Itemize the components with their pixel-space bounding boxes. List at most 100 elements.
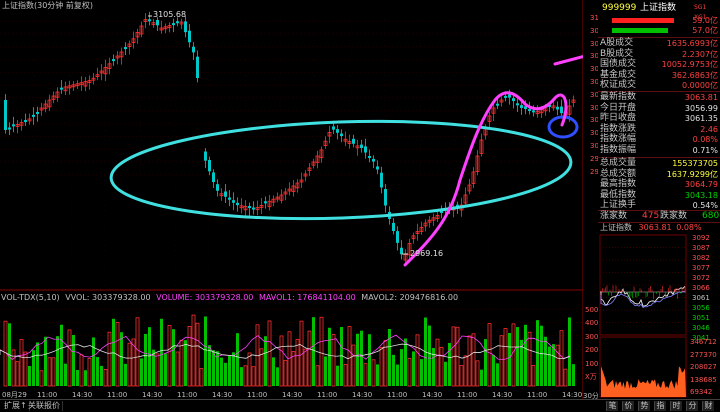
volume-bar bbox=[448, 342, 451, 386]
volume-bar bbox=[511, 323, 516, 387]
up-count: 475 bbox=[642, 211, 660, 221]
candle-body bbox=[491, 107, 496, 114]
candle-body bbox=[512, 98, 515, 102]
volume-bar bbox=[232, 352, 235, 386]
candle-body bbox=[51, 95, 56, 100]
candle-body bbox=[236, 202, 239, 206]
time-axis-label: 14:30 bbox=[492, 391, 513, 399]
panel-switch-button[interactable]: 指 bbox=[654, 401, 666, 411]
candle-body bbox=[156, 19, 159, 26]
candle-body bbox=[567, 105, 572, 115]
volume-bar bbox=[351, 344, 356, 387]
mini-volume-axis-label: 277370 bbox=[690, 350, 717, 359]
panel-switch-button[interactable]: 分 bbox=[686, 401, 698, 411]
candle-body bbox=[172, 23, 175, 26]
volume-bar bbox=[251, 366, 256, 387]
kline-chart[interactable]: 上证指数(30分钟 前复权) bbox=[0, 0, 583, 399]
volume-bar bbox=[148, 327, 151, 386]
mini-price-axis-label: 3092 bbox=[692, 234, 710, 242]
candle-body bbox=[516, 103, 519, 106]
candle-body bbox=[368, 155, 371, 158]
quote-row-value: 3064.79 bbox=[684, 180, 718, 190]
candle-body bbox=[36, 111, 39, 114]
volume-bar bbox=[224, 362, 227, 386]
volume-bar bbox=[87, 358, 92, 387]
candle-body bbox=[479, 139, 484, 154]
volume-bar bbox=[243, 365, 248, 387]
volume-bar bbox=[120, 332, 123, 386]
candle-body bbox=[487, 115, 492, 122]
volume-axis-label: 30000 bbox=[585, 332, 608, 341]
candle-body bbox=[112, 59, 115, 62]
quote-row-label: 权证成交 bbox=[600, 80, 637, 91]
volume-bar bbox=[23, 351, 28, 387]
candle-body bbox=[347, 141, 352, 145]
volume-bar bbox=[487, 323, 492, 387]
quote-row-value: 155373705 bbox=[672, 159, 718, 168]
kline-svg[interactable] bbox=[0, 0, 583, 399]
candle-body bbox=[360, 144, 363, 148]
volume-bar bbox=[47, 357, 52, 387]
sell-bar bbox=[612, 28, 668, 33]
sell-bar-value: 57.0亿 bbox=[692, 26, 718, 35]
volume-bar bbox=[324, 356, 327, 386]
chart-title: 上证指数(30分钟 前复权) bbox=[2, 1, 93, 10]
candle-body bbox=[167, 25, 172, 29]
candle-body bbox=[264, 201, 267, 204]
mavol1-value: MAVOL1: 176841104.00 bbox=[258, 293, 356, 302]
volume-bar bbox=[131, 338, 136, 387]
candle-body bbox=[151, 22, 156, 26]
volume-bar bbox=[259, 348, 264, 387]
divider bbox=[598, 37, 720, 38]
tab-related-quote[interactable]: 关联报价 bbox=[26, 401, 63, 411]
panel-switch-button[interactable]: 价 bbox=[622, 401, 634, 411]
up-label: 涨家数 bbox=[600, 211, 628, 221]
volume-bar bbox=[439, 346, 444, 387]
mini-price: 3063.81 bbox=[638, 223, 672, 232]
candle-body bbox=[204, 151, 207, 161]
mini-avg-line bbox=[600, 290, 686, 309]
volume-bar bbox=[540, 325, 543, 386]
time-axis-label: 14:30 bbox=[422, 391, 443, 399]
candle-body bbox=[184, 21, 187, 33]
volume-bar bbox=[531, 365, 536, 387]
quote-row-value: 0.0000亿 bbox=[682, 81, 718, 91]
mini-price-axis-label: 3061 bbox=[692, 294, 710, 302]
panel-switch-button[interactable]: 笔 bbox=[606, 401, 618, 411]
mavol1-line bbox=[0, 334, 571, 361]
candle-body bbox=[295, 182, 300, 189]
mini-chart-svg bbox=[599, 234, 687, 398]
time-axis-label: 11:00 bbox=[457, 391, 478, 399]
candle-body bbox=[336, 129, 339, 133]
volume-bar bbox=[303, 348, 308, 387]
volume-bar bbox=[471, 333, 476, 387]
volume-bar bbox=[172, 329, 175, 386]
volume-bar bbox=[107, 331, 112, 387]
tab-extend[interactable]: 扩展↑ bbox=[2, 401, 30, 411]
buy-bar-value: 59.0亿 bbox=[692, 16, 718, 25]
candle-body bbox=[248, 206, 251, 209]
volume-bar bbox=[363, 363, 368, 387]
panel-switch-button[interactable]: 势 bbox=[638, 401, 650, 411]
candle-body bbox=[239, 205, 244, 209]
volume-bar bbox=[572, 364, 575, 386]
mini-chart[interactable]: 上证指数 3063.81 0.08% 3092 3087 3082 3077 3072 3… bbox=[598, 223, 720, 399]
quote-row-label: 今日开盘 bbox=[600, 102, 637, 113]
candle-body bbox=[283, 191, 288, 195]
quote-panel: 999999 上证指数 SG1 XG1 59.0亿 57.0亿 A股成交 1635… bbox=[598, 0, 720, 399]
time-axis-label: 14:30 bbox=[352, 391, 373, 399]
panel-switch-button[interactable]: 财 bbox=[702, 401, 714, 411]
mini-price-axis-label: 3041 bbox=[692, 334, 710, 342]
mini-price-axis-label: 3077 bbox=[692, 264, 710, 272]
volume-bar bbox=[499, 335, 504, 387]
volume-bar bbox=[36, 342, 39, 386]
time-axis-label: 11:00 bbox=[317, 391, 338, 399]
time-axis-label: 14:30 bbox=[282, 391, 303, 399]
quote-row-label: A股成交 bbox=[600, 38, 634, 48]
candle-body bbox=[508, 94, 511, 98]
quote-row-label: 基金成交 bbox=[600, 69, 637, 80]
volume-bar bbox=[524, 324, 527, 386]
quote-row-label: 最高指数 bbox=[600, 179, 637, 190]
panel-switch-button[interactable]: 时 bbox=[670, 401, 682, 411]
candle-body bbox=[423, 222, 428, 227]
